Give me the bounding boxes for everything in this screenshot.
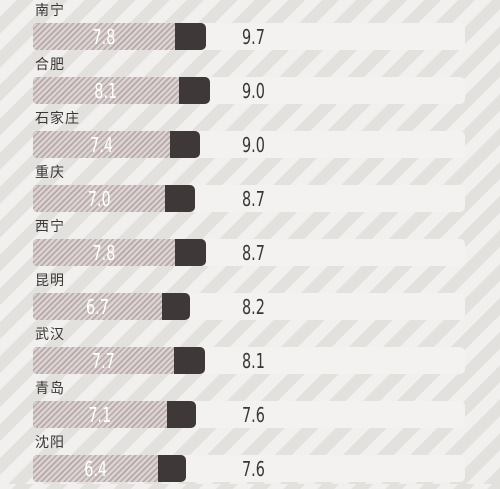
chart-row: 昆明 6.7 8.2	[0, 273, 500, 327]
bar-hatched-segment	[33, 401, 167, 428]
bar-hatched-segment	[33, 185, 166, 212]
category-label: 石家庄	[35, 111, 80, 127]
chart-row: 沈阳 6.4 7.6	[0, 435, 500, 489]
secondary-value-label: 8.2	[242, 295, 265, 319]
chart-row: 石家庄 7.4 9.0	[0, 111, 500, 165]
bar	[33, 239, 207, 266]
secondary-value-label: 9.0	[242, 79, 265, 103]
category-label: 武汉	[35, 327, 65, 343]
chart-row: 重庆 7.0 8.7	[0, 165, 500, 219]
chart-row: 武汉 7.7 8.1	[0, 327, 500, 381]
bar	[33, 347, 205, 374]
bar-hatched-segment	[33, 347, 174, 374]
bar-value-label: 6.7	[85, 295, 109, 319]
bar-value-label: 7.7	[91, 349, 115, 373]
category-label: 昆明	[35, 273, 65, 289]
chart-row: 南宁 7.8 9.7	[0, 3, 500, 57]
bar-hatched-segment	[33, 23, 175, 50]
bar-hatched-segment	[33, 77, 179, 104]
chart-row: 合肥 8.1 9.0	[0, 57, 500, 111]
category-label: 合肥	[35, 57, 65, 73]
category-label: 沈阳	[35, 435, 65, 451]
bar	[33, 401, 196, 428]
category-label: 南宁	[35, 3, 65, 19]
secondary-value-label: 8.1	[242, 349, 265, 373]
bar	[33, 77, 211, 104]
bar-hatched-segment	[33, 239, 175, 266]
bar-value-label: 8.1	[94, 79, 118, 103]
bar-value-label: 6.4	[84, 457, 108, 481]
secondary-value-label: 7.6	[242, 403, 265, 427]
category-label: 青岛	[35, 381, 65, 397]
secondary-value-label: 9.7	[242, 25, 265, 49]
chart-row: 西宁 7.8 8.7	[0, 219, 500, 273]
secondary-value-label: 9.0	[242, 133, 265, 157]
bar-hatched-segment	[33, 293, 162, 320]
bar-value-label: 7.1	[88, 403, 112, 427]
secondary-value-label: 7.6	[242, 457, 265, 481]
bar-value-label: 7.0	[87, 187, 111, 211]
bar-hatched-segment	[33, 455, 159, 482]
bar-value-label: 7.8	[92, 25, 116, 49]
bar	[33, 131, 201, 158]
secondary-value-label: 8.7	[242, 241, 265, 265]
secondary-value-label: 8.7	[242, 187, 265, 211]
bar	[33, 185, 195, 212]
bar-value-label: 7.8	[92, 241, 116, 265]
bar-value-label: 7.4	[90, 133, 114, 157]
bar	[33, 23, 207, 50]
category-label: 西宁	[35, 219, 65, 235]
bar-hatched-segment	[33, 131, 171, 158]
bar	[33, 293, 191, 320]
category-label: 重庆	[35, 165, 65, 181]
bar	[33, 455, 186, 482]
chart-row: 青岛 7.1 7.6	[0, 381, 500, 435]
